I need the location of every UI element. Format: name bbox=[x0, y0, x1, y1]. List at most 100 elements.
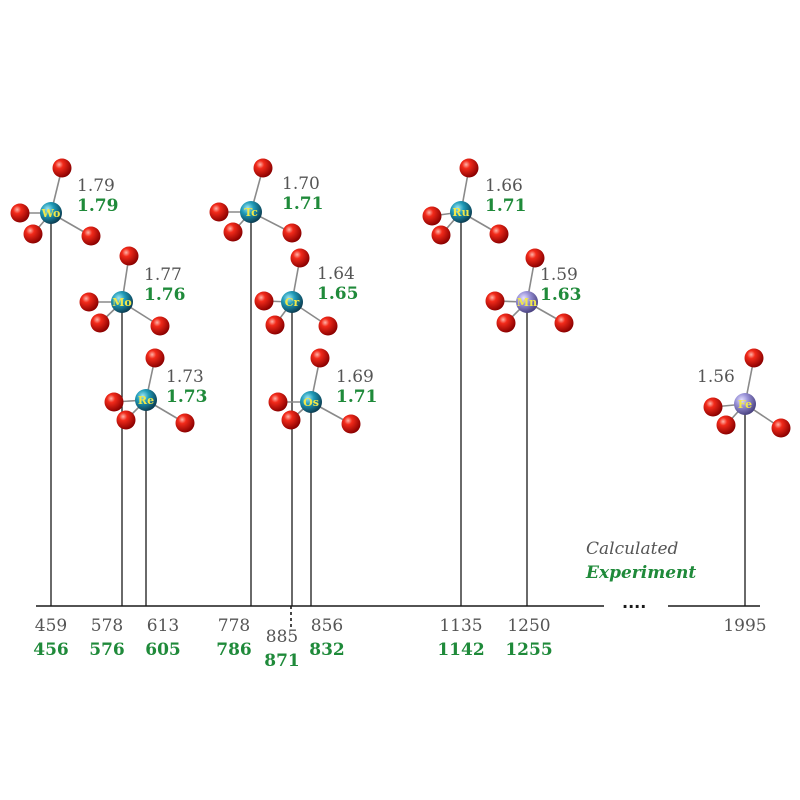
legend-calculated: Calculated bbox=[586, 539, 679, 559]
axis-break-dots: .... bbox=[622, 593, 646, 612]
oxygen-atom-mo-3 bbox=[90, 313, 110, 333]
metal-atom-tc bbox=[240, 201, 262, 223]
metal-atom-cr bbox=[281, 291, 303, 313]
atom-label-re: Re bbox=[138, 394, 154, 407]
metal-atom-os bbox=[300, 391, 322, 413]
oxygen-atom-re-1 bbox=[145, 348, 165, 368]
bond-length-calc-fe: 1.56 bbox=[697, 367, 735, 387]
tick-calc-ru: 1135 bbox=[439, 616, 482, 636]
oxygen-atom-tc-1 bbox=[253, 158, 273, 178]
oxygen-atom-cr-3 bbox=[265, 315, 285, 335]
bond-length-calc-tc: 1.70 bbox=[282, 174, 320, 194]
oxygen-atom-fe-4 bbox=[771, 418, 791, 438]
oxygen-atom-wo-3 bbox=[23, 224, 43, 244]
metal-atom-fe bbox=[734, 393, 756, 415]
bond-length-calc-re: 1.73 bbox=[166, 367, 204, 387]
bond-length-exp-os: 1.71 bbox=[336, 387, 377, 407]
oxygen-atom-os-4 bbox=[341, 414, 361, 434]
atom-label-mn: Mn bbox=[517, 296, 537, 309]
metal-atom-wo bbox=[40, 202, 62, 224]
oxygen-atom-mn-1 bbox=[525, 248, 545, 268]
oxygen-atom-cr-2 bbox=[254, 291, 274, 311]
molecule-ru: Ru 1.661.71 bbox=[422, 158, 526, 606]
atom-label-os: Os bbox=[303, 396, 319, 409]
bond-length-exp-cr: 1.65 bbox=[317, 284, 358, 304]
molecule-tc: Tc 1.701.71 bbox=[209, 158, 323, 606]
oxygen-atom-tc-2 bbox=[209, 202, 229, 222]
tick-calc-re: 613 bbox=[147, 616, 179, 636]
atom-label-cr: Cr bbox=[285, 296, 300, 309]
oxygen-atom-tc-3 bbox=[223, 222, 243, 242]
tick-calc-os: 856 bbox=[311, 616, 343, 636]
molecule-mn: Mn1.591.63 bbox=[485, 248, 581, 606]
metal-atom-ru bbox=[450, 201, 472, 223]
oxygen-atom-wo-2 bbox=[10, 203, 30, 223]
oxygen-atom-re-3 bbox=[116, 410, 136, 430]
metal-atom-mo bbox=[111, 291, 133, 313]
tick-calc-wo: 459 bbox=[35, 616, 67, 636]
bond-length-calc-os: 1.69 bbox=[336, 367, 374, 387]
bond-length-exp-mn: 1.63 bbox=[540, 285, 581, 305]
tick-exp-os: 832 bbox=[309, 640, 345, 660]
molecule-cr: Cr 1.641.65 bbox=[254, 248, 358, 606]
oxygen-atom-re-4 bbox=[175, 413, 195, 433]
oxygen-atom-fe-3 bbox=[716, 415, 736, 435]
oxygen-atom-ru-2 bbox=[422, 206, 442, 226]
atom-label-ru: Ru bbox=[452, 206, 469, 219]
metal-atom-re bbox=[135, 389, 157, 411]
tick-calc-fe: 1995 bbox=[723, 616, 766, 636]
tick-exp-re: 605 bbox=[145, 640, 181, 660]
bond-length-calc-mo: 1.77 bbox=[144, 265, 182, 285]
tick-exp-mn: 1255 bbox=[505, 640, 552, 660]
oxygen-atom-fe-1 bbox=[744, 348, 764, 368]
oxygen-atom-ru-1 bbox=[459, 158, 479, 178]
tick-calc-tc: 778 bbox=[218, 616, 250, 636]
oxygen-atom-os-1 bbox=[310, 348, 330, 368]
bond-length-exp-tc: 1.71 bbox=[282, 194, 323, 214]
oxygen-atom-mo-2 bbox=[79, 292, 99, 312]
molecule-os: Os 1.691.71 bbox=[268, 348, 377, 606]
tick-exp-mo: 576 bbox=[89, 640, 125, 660]
bond-length-exp-re: 1.73 bbox=[166, 387, 207, 407]
oxygen-atom-mo-4 bbox=[150, 316, 170, 336]
tick-exp-tc: 786 bbox=[216, 640, 252, 660]
oxygen-atom-mn-2 bbox=[485, 291, 505, 311]
bond-length-exp-wo: 1.79 bbox=[77, 196, 118, 216]
oxygen-atom-tc-4 bbox=[282, 223, 302, 243]
molecules-group: Wo1.791.79Mo1.771.76Re1.731.73Tc1.701.71… bbox=[10, 158, 791, 606]
oxygen-atom-cr-1 bbox=[290, 248, 310, 268]
oxygen-atom-ru-3 bbox=[431, 225, 451, 245]
bond-length-calc-wo: 1.79 bbox=[77, 176, 115, 196]
bond-length-calc-ru: 1.66 bbox=[485, 176, 523, 196]
oxygen-atom-mn-4 bbox=[554, 313, 574, 333]
oxygen-atom-os-3 bbox=[281, 410, 301, 430]
molecule-re: Re 1.731.73 bbox=[104, 348, 207, 606]
tick-exp-ru: 1142 bbox=[437, 640, 484, 660]
oxygen-atom-mo-1 bbox=[119, 246, 139, 266]
bond-length-calc-mn: 1.59 bbox=[540, 265, 578, 285]
atom-label-wo: Wo bbox=[41, 207, 61, 220]
atom-label-tc: Tc bbox=[244, 206, 258, 219]
oxygen-atom-fe-2 bbox=[703, 397, 723, 417]
molecule-wo: Wo 1.791.79 bbox=[10, 158, 118, 606]
tick-calc-mn: 1250 bbox=[507, 616, 550, 636]
bond-length-calc-cr: 1.64 bbox=[317, 264, 355, 284]
legend-experiment: Experiment bbox=[585, 563, 696, 583]
oxygen-atom-ru-4 bbox=[489, 224, 509, 244]
tick-labels-group: 459 456 578 576 613 605 778 786 885 871 856 832 1135… bbox=[33, 616, 766, 671]
molecule-mo: Mo 1.771.76 bbox=[79, 246, 185, 606]
oxygen-atom-wo-1 bbox=[52, 158, 72, 178]
molecule-fe: Fe1.56 bbox=[697, 348, 791, 606]
tick-calc-mo: 578 bbox=[91, 616, 123, 636]
metal-atom-mn bbox=[516, 291, 538, 313]
oxygen-atom-re-2 bbox=[104, 392, 124, 412]
atom-label-fe: Fe bbox=[738, 398, 752, 411]
oxygen-atom-os-2 bbox=[268, 392, 288, 412]
bond-length-exp-ru: 1.71 bbox=[485, 196, 526, 216]
tick-calc-cr: 885 bbox=[266, 627, 298, 647]
oxygen-atom-wo-4 bbox=[81, 226, 101, 246]
tick-exp-cr: 871 bbox=[264, 651, 300, 671]
oxygen-atom-mn-3 bbox=[496, 313, 516, 333]
atom-label-mo: Mo bbox=[112, 296, 132, 309]
